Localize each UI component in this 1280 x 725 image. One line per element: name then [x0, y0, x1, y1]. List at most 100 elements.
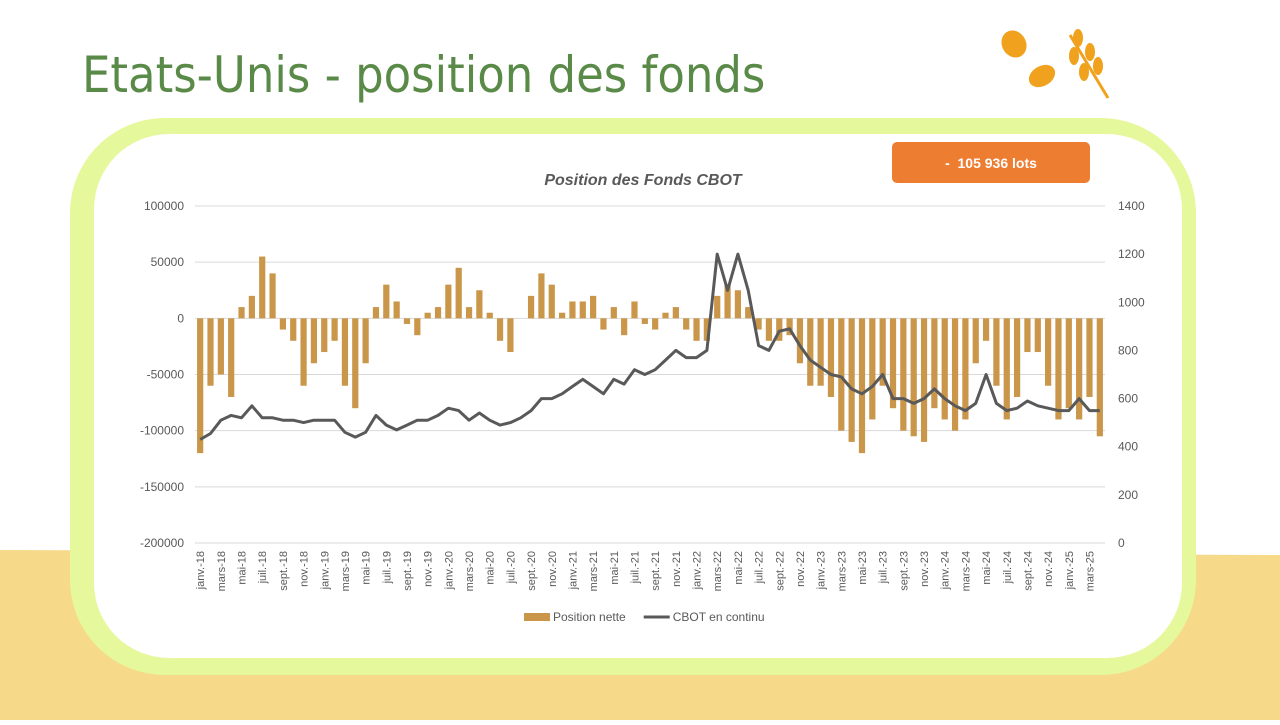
x-tick-label: janv.-21	[567, 551, 579, 590]
bar	[279, 318, 286, 330]
grain	[1085, 43, 1095, 61]
x-tick-label: nov.-24	[1043, 551, 1055, 587]
bar	[900, 318, 907, 431]
bar	[579, 301, 586, 319]
bar	[765, 318, 773, 341]
x-tick-label: juil.-18	[257, 551, 269, 584]
bar	[755, 318, 762, 330]
bar	[714, 295, 721, 319]
y-tick-label: 0	[177, 311, 184, 325]
bar	[672, 307, 679, 319]
bar	[807, 318, 814, 386]
grain	[1073, 29, 1083, 47]
bar	[1045, 318, 1052, 386]
plot: -200000 -150000 -100000 -50000 0 50000 100000 0…	[140, 199, 1145, 624]
leaf	[1028, 64, 1056, 88]
x-tick-label: janv.-23	[816, 551, 828, 590]
bar	[683, 318, 690, 330]
badge	[892, 142, 1090, 183]
bar	[455, 267, 462, 319]
x-tick-label: mai-18	[237, 551, 249, 585]
y-tick-label: -50000	[147, 368, 185, 382]
bar	[217, 318, 224, 375]
bar	[931, 318, 938, 409]
bar	[693, 318, 700, 341]
bar	[838, 318, 845, 431]
bar	[993, 318, 1000, 386]
bar	[1076, 318, 1083, 420]
x-tick-label: janv.-22	[692, 551, 704, 590]
x-tick-label: mai-19	[361, 551, 373, 585]
x-tick-label: sept.-24	[1022, 551, 1034, 591]
y2-tick-label: 1200	[1118, 247, 1145, 261]
bar	[290, 318, 297, 341]
chart-title: Position des Fonds CBOT	[544, 172, 743, 189]
leaf	[1001, 30, 1027, 58]
x-tick-label: mai-23	[857, 551, 869, 585]
bar	[1065, 318, 1072, 409]
bar	[238, 307, 245, 319]
bar	[631, 301, 638, 319]
bar	[827, 318, 835, 397]
y2-tick-label: 400	[1118, 440, 1138, 454]
x-tick-label: nov.-21	[671, 551, 683, 587]
bar	[817, 318, 824, 386]
bar	[352, 318, 359, 409]
bar	[207, 318, 214, 386]
x-tick-label: nov.-23	[919, 551, 931, 587]
x-tick-label: sept.-23	[898, 551, 910, 591]
bar	[496, 318, 504, 341]
x-tick-label: mars-23	[836, 551, 848, 591]
bar	[465, 307, 473, 319]
bar	[527, 295, 535, 319]
bar	[941, 318, 948, 420]
x-tick-label: juil.-20	[505, 551, 517, 584]
bar	[300, 318, 307, 386]
legend-swatch	[524, 613, 550, 621]
x-tick-label: juil.-24	[1002, 551, 1014, 584]
x-tick-label: sept.-20	[526, 551, 538, 591]
bar	[445, 284, 452, 319]
bar	[879, 318, 886, 386]
bar	[745, 307, 752, 319]
x-tick-label: sept.-18	[278, 551, 290, 591]
x-tick-label: sept.-21	[650, 551, 662, 591]
bar	[414, 318, 421, 336]
y2-tick-label: 0	[1118, 536, 1125, 550]
bar	[734, 290, 741, 319]
page-title: Etats-Unis - position des fonds	[82, 46, 765, 104]
bar	[1003, 318, 1010, 420]
bar	[1024, 318, 1031, 353]
bar	[858, 318, 866, 454]
x-tick-label: juil.-23	[878, 551, 890, 584]
bar	[507, 318, 514, 353]
bar	[248, 295, 255, 319]
bar	[362, 318, 369, 364]
bar	[600, 318, 607, 330]
bar	[341, 318, 349, 386]
x-tick-label: nov.-19	[423, 551, 435, 587]
legend-label: CBOT en continu	[673, 610, 765, 624]
bar	[621, 318, 628, 336]
x-tick-label: janv.-19	[319, 551, 331, 590]
bar	[1096, 318, 1103, 437]
bar	[972, 318, 979, 364]
y2-tick-label: 1000	[1118, 295, 1145, 309]
x-tick-label: mars-22	[712, 551, 724, 591]
bar	[1034, 318, 1041, 353]
x-tick-label: nov.-18	[299, 551, 311, 587]
x-tick-label: mars-20	[464, 551, 476, 591]
x-tick-label: janv.-25	[1064, 551, 1076, 590]
y-tick-label: -100000	[140, 424, 184, 438]
x-tick-label: mars-24	[960, 551, 972, 591]
bar	[951, 318, 959, 431]
x-tick-label: mai-24	[981, 551, 993, 585]
bar	[641, 318, 648, 324]
y2-tick-label: 800	[1118, 343, 1138, 357]
bar	[920, 318, 928, 442]
bar	[982, 318, 990, 341]
y2-tick-label: 600	[1118, 392, 1138, 406]
logo	[1001, 29, 1110, 99]
bar	[197, 318, 204, 454]
